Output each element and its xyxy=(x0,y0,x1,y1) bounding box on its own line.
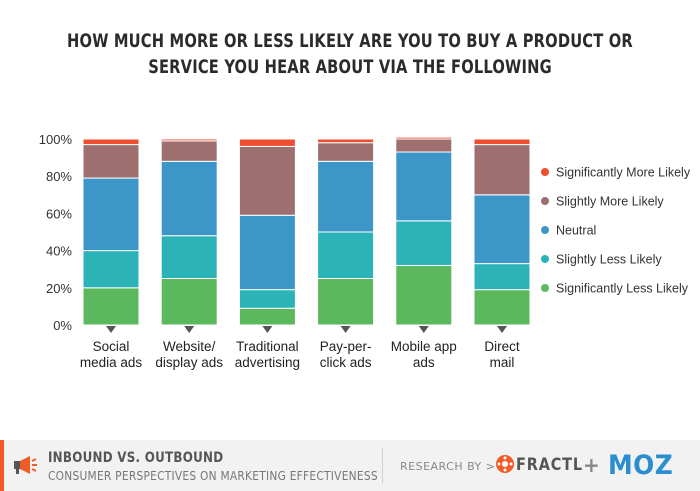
footer-title: INBOUND VS. OUTBOUND xyxy=(48,450,224,466)
bar-segment xyxy=(238,307,296,326)
megaphone-icon xyxy=(14,456,37,474)
bar-segment xyxy=(473,144,531,196)
y-tick-label: 100% xyxy=(39,132,73,147)
legend-label: Slightly Less Likely xyxy=(556,253,662,267)
bar-segment xyxy=(473,138,531,146)
x-category-label: Pay-per-click ads xyxy=(320,339,372,370)
bar-segment xyxy=(160,278,218,326)
bar-segment xyxy=(160,235,218,279)
x-category-label: Mobile app ads xyxy=(391,339,457,370)
bar-segment xyxy=(238,289,296,309)
footer-bar: INBOUND VS. OUTBOUND CONSUMER PERSPECTIV… xyxy=(0,440,700,491)
chart-title-line-1: HOW MUCH MORE OR LESS LIKELY ARE YOU TO … xyxy=(67,30,633,52)
bar-segment xyxy=(82,287,140,326)
bar-segment xyxy=(395,151,453,222)
y-tick-label: 80% xyxy=(46,169,72,184)
footer-accent-stripe xyxy=(0,440,4,491)
stacked-bar-chart: 0% 20% 40% 60% 80% 100% Social media ads Website… xyxy=(39,132,691,370)
fractl-logo-icon xyxy=(496,455,514,473)
bar-segment xyxy=(317,142,375,162)
bar-segment xyxy=(317,138,375,144)
legend-label: Significantly Less Likely xyxy=(556,282,689,296)
legend-marker xyxy=(541,284,549,292)
x-category-label: Website/display ads xyxy=(155,339,223,370)
bar-segment xyxy=(473,263,531,291)
bar-segment xyxy=(473,194,531,265)
bar-segment xyxy=(160,160,218,237)
legend-marker xyxy=(541,168,549,176)
y-tick-label: 0% xyxy=(53,318,72,333)
footer-subtitle: CONSUMER PERSPECTIVES ON MARKETING EFFEC… xyxy=(48,468,378,483)
bar-segment xyxy=(395,220,453,266)
y-tick-label: 20% xyxy=(46,281,72,296)
bar-pointer xyxy=(262,326,273,333)
legend-marker xyxy=(541,197,549,205)
plus-sign: + xyxy=(583,453,600,477)
x-category-label: Direct mail xyxy=(484,339,520,370)
y-tick-label: 40% xyxy=(46,244,72,259)
bar-segment xyxy=(395,138,453,153)
bar-segment xyxy=(82,177,140,252)
bar-pointer xyxy=(340,326,351,333)
bar-segment xyxy=(473,289,531,326)
bar-segment xyxy=(395,136,453,140)
bar-segment xyxy=(160,140,218,162)
bar-segment xyxy=(82,144,140,179)
legend-marker xyxy=(541,226,549,234)
bar-pointer xyxy=(184,326,195,333)
research-by-label: RESEARCH BY > xyxy=(400,460,496,473)
chart-title-line-2: SERVICE YOU HEAR ABOUT VIA THE FOLLOWING xyxy=(148,56,552,78)
legend-label: Neutral xyxy=(556,224,596,238)
bar-segment xyxy=(317,160,375,233)
bar-pointer xyxy=(497,326,507,333)
bar-segment xyxy=(238,214,296,291)
chart-title: HOW MUCH MORE OR LESS LIKELY ARE YOU TO … xyxy=(49,28,651,80)
bar-segment xyxy=(317,278,375,326)
bar-segment xyxy=(395,264,453,326)
bar-segment xyxy=(160,138,218,142)
footer-divider xyxy=(382,448,383,483)
bar-segment xyxy=(82,250,140,289)
legend-marker xyxy=(541,255,549,263)
x-category-label: Social media ads xyxy=(80,339,143,370)
legend-label: Slightly More Likely xyxy=(556,195,664,209)
bar-segment xyxy=(238,138,296,147)
x-category-label: Traditional advertising xyxy=(235,339,300,370)
bar-segment xyxy=(82,138,140,146)
legend-label: Significantly More Likely xyxy=(556,166,691,180)
fractl-logo-text: FRACTL xyxy=(516,455,583,475)
bar-segment xyxy=(317,231,375,279)
bar-segment xyxy=(238,145,296,216)
bar-pointer xyxy=(418,326,429,333)
y-tick-label: 60% xyxy=(46,206,72,221)
moz-logo-text: MOZ xyxy=(608,450,674,481)
bar-pointer xyxy=(106,326,116,333)
